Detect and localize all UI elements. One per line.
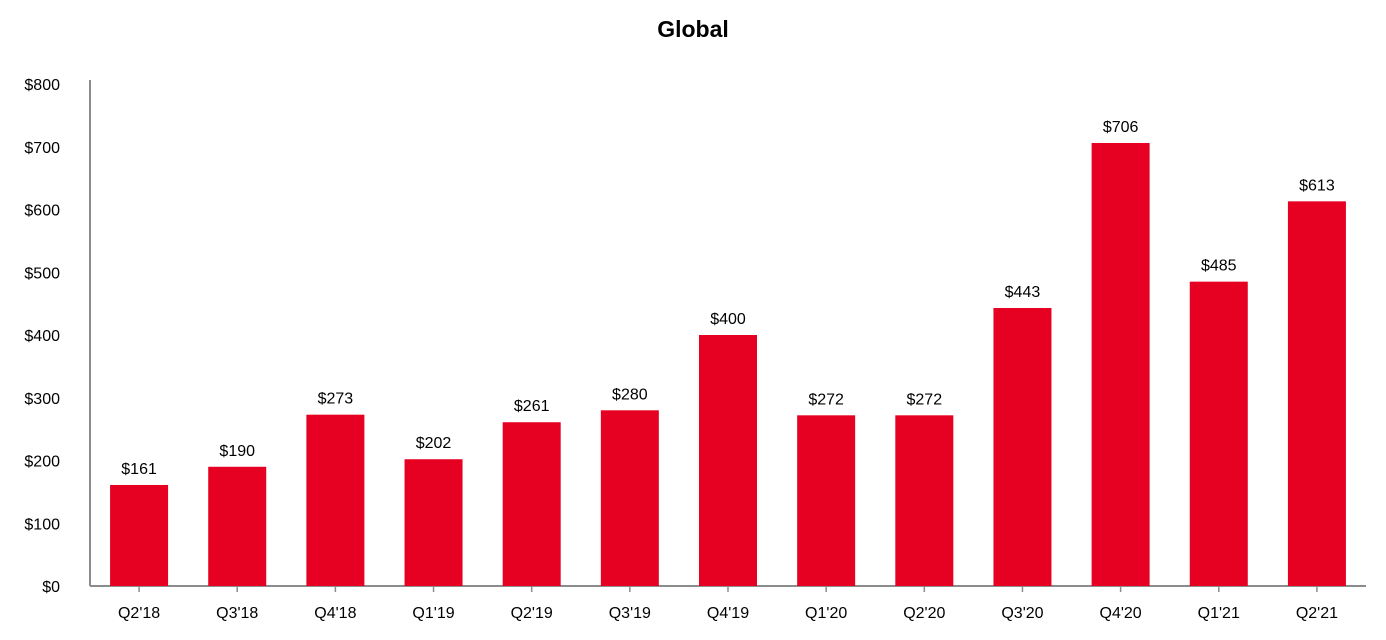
bar [1287, 201, 1346, 586]
bar [110, 484, 169, 586]
bar [208, 466, 267, 586]
bar [1189, 281, 1248, 586]
bar [306, 414, 365, 586]
bar [895, 415, 954, 586]
data-label: $400 [710, 311, 746, 328]
data-label: $706 [1103, 119, 1139, 136]
data-label: $261 [514, 398, 550, 415]
y-tick-label: $100 [24, 516, 60, 533]
data-label: $443 [1005, 284, 1041, 301]
data-label: $280 [612, 386, 648, 403]
chart-title: Global [657, 16, 729, 42]
data-label: $485 [1201, 258, 1237, 275]
data-label: $272 [808, 391, 844, 408]
bar [502, 422, 561, 586]
bar [404, 459, 463, 586]
x-tick-label: Q1'19 [412, 605, 454, 622]
x-tick-label: Q3'20 [1001, 605, 1043, 622]
y-tick-label: $200 [24, 454, 60, 471]
y-tick-label: $700 [24, 140, 60, 157]
y-tick-label: $300 [24, 391, 60, 408]
x-tick-label: Q2'20 [903, 605, 945, 622]
data-label: $190 [219, 443, 255, 460]
x-tick-label: Q3'19 [609, 605, 651, 622]
bar [1091, 142, 1150, 587]
x-tick-label: Q4'18 [314, 605, 356, 622]
bar [600, 410, 659, 586]
x-tick-label: Q2'21 [1296, 605, 1338, 622]
x-tick-label: Q4'20 [1100, 605, 1142, 622]
data-label: $272 [907, 391, 943, 408]
data-label: $202 [416, 435, 452, 452]
y-tick-label: $600 [24, 203, 60, 220]
bar [699, 335, 757, 586]
x-tick-label: Q2'18 [118, 605, 160, 622]
x-tick-label: Q1'20 [805, 605, 847, 622]
x-tick-label: Q2'19 [511, 605, 553, 622]
y-tick-label: $0 [42, 579, 60, 596]
x-tick-label: Q4'19 [707, 605, 749, 622]
x-tick-label: Q1'21 [1198, 605, 1240, 622]
y-tick-label: $800 [24, 77, 60, 94]
data-label: $613 [1299, 177, 1335, 194]
y-tick-label: $400 [24, 328, 60, 345]
y-tick-label: $500 [24, 265, 60, 282]
bar [993, 308, 1052, 586]
x-tick-label: Q3'18 [216, 605, 258, 622]
data-label: $161 [121, 461, 157, 478]
bar [797, 415, 856, 586]
data-label: $273 [318, 391, 354, 408]
